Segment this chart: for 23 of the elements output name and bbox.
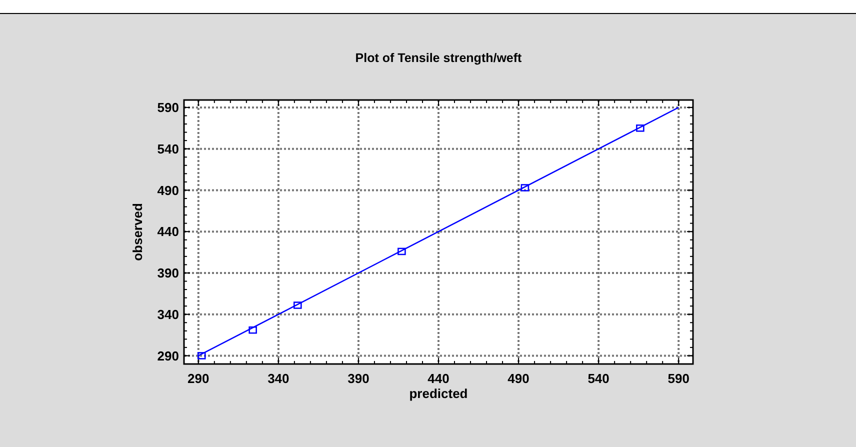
y-tick-label: 290: [157, 348, 179, 364]
y-tick-label: 490: [157, 182, 179, 198]
x-tick-label: 340: [268, 371, 290, 386]
y-tick-label: 390: [157, 266, 179, 281]
y-tick-label: 440: [157, 224, 179, 240]
x-tick-label: 290: [188, 371, 210, 386]
point: [293, 302, 302, 309]
x-axis-title: predicted: [409, 386, 468, 401]
y-tick-label: 340: [157, 306, 179, 322]
y-tick-label: 590: [157, 100, 179, 115]
point: [398, 248, 406, 256]
x-tick-label: 540: [588, 371, 610, 386]
point: [636, 124, 644, 132]
x-tick-label: 440: [428, 371, 450, 386]
y-axis-title: observed: [130, 203, 145, 261]
x-tick-label: 490: [508, 371, 530, 386]
point: [520, 184, 530, 192]
point: [248, 326, 257, 334]
x-tick-label: 590: [668, 371, 690, 386]
point: [197, 352, 206, 360]
x-tick-label: 390: [348, 371, 370, 386]
y-tick-label: 540: [157, 141, 179, 156]
chart-title: Plot of Tensile strength/weft: [355, 51, 523, 65]
